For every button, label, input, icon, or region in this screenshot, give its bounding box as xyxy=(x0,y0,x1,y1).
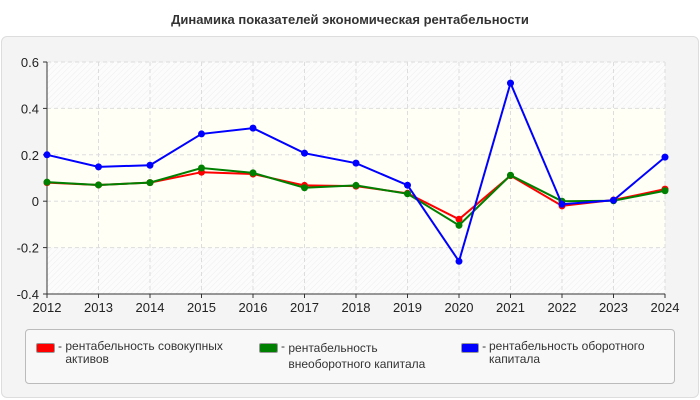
data-point xyxy=(455,215,463,223)
data-point xyxy=(198,164,205,172)
data-point xyxy=(301,184,308,192)
x-tick-label: 2012 xyxy=(33,300,62,315)
x-tick-label: 2021 xyxy=(496,300,525,315)
data-point xyxy=(146,179,154,187)
data-point xyxy=(558,200,566,208)
legend-swatch-green xyxy=(259,343,278,353)
data-point xyxy=(507,79,514,87)
legend-swatch-red xyxy=(36,343,55,353)
data-point xyxy=(455,257,463,265)
x-tick-label: 2020 xyxy=(445,300,474,315)
data-point xyxy=(43,178,51,186)
x-tick-label: 2016 xyxy=(239,300,268,315)
data-point xyxy=(301,149,308,157)
data-point xyxy=(661,153,669,161)
data-point xyxy=(146,161,154,169)
x-tick-label: 2019 xyxy=(393,300,422,315)
data-point xyxy=(95,163,102,171)
data-point xyxy=(404,190,411,198)
legend-item-current[interactable]: - рентабельность оборотного капитала xyxy=(461,340,674,366)
data-point xyxy=(507,171,514,179)
data-point xyxy=(249,124,257,132)
x-tick-label: 2014 xyxy=(136,300,165,315)
y-tick-label: -0.2 xyxy=(17,241,39,256)
data-point xyxy=(43,151,51,159)
x-tick-label: 2015 xyxy=(187,300,216,315)
data-point xyxy=(352,181,360,189)
data-point xyxy=(455,221,463,229)
data-point xyxy=(404,181,411,189)
legend-swatch-blue xyxy=(461,343,480,353)
y-tick-label: 0 xyxy=(32,194,39,209)
x-tick-label: 2018 xyxy=(342,300,371,315)
chart-title: Динамика показателей экономическая рента… xyxy=(171,12,529,27)
legend-label: рентабельность совокупных активов xyxy=(65,339,223,366)
y-tick-label: 0.4 xyxy=(21,101,39,116)
legend: - рентабельность совокупных активов - ре… xyxy=(25,329,675,384)
x-tick-label: 2024 xyxy=(651,300,680,315)
legend-label: рентабельность оборотного капитала xyxy=(489,339,645,366)
data-point xyxy=(95,181,102,189)
data-point xyxy=(198,130,205,138)
data-point xyxy=(661,187,669,195)
x-tick-label: 2022 xyxy=(548,300,577,315)
data-point xyxy=(352,159,360,167)
y-tick-label: 0.6 xyxy=(21,55,39,70)
data-point xyxy=(610,196,617,204)
legend-item-noncurrent[interactable]: - рентабельность внеоборотного капитала xyxy=(259,340,448,372)
y-tick-label: -0.4 xyxy=(17,287,39,302)
x-tick-label: 2017 xyxy=(290,300,319,315)
legend-label: рентабельность внеоборотного капитала xyxy=(288,341,426,371)
x-tick-label: 2023 xyxy=(599,300,628,315)
y-tick-label: 0.2 xyxy=(21,148,39,163)
data-point xyxy=(249,169,257,177)
legend-item-assets[interactable]: - рентабельность совокупных активов xyxy=(36,340,250,366)
x-tick-label: 2013 xyxy=(84,300,113,315)
